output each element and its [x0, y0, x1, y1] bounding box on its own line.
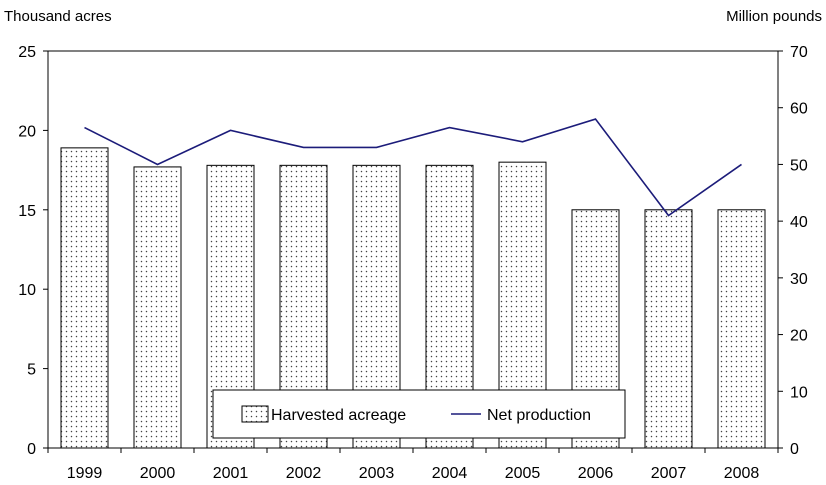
x-axis-tick-label: 2005: [505, 465, 541, 482]
right-axis-tick-label: 20: [790, 328, 808, 345]
right-axis-tick-label: 50: [790, 157, 808, 174]
left-axis-tick-label: 0: [27, 441, 36, 458]
line-net-production: [85, 119, 742, 215]
bar-harvested-acreage: [645, 210, 692, 448]
x-axis-tick-label: 2008: [724, 465, 760, 482]
legend-swatch-harvested-acreage: [242, 406, 268, 422]
right-axis-tick-label: 30: [790, 271, 808, 288]
x-axis-tick-label: 2004: [432, 465, 468, 482]
legend-label-harvested-acreage: Harvested acreage: [271, 407, 406, 424]
right-axis-tick-label: 60: [790, 101, 808, 118]
left-axis-tick-label: 5: [27, 362, 36, 379]
right-axis-tick-label: 70: [790, 44, 808, 61]
x-axis-tick-label: 2000: [140, 465, 176, 482]
x-axis-tick-label: 2001: [213, 465, 249, 482]
x-axis-tick-label: 2006: [578, 465, 614, 482]
bar-harvested-acreage: [61, 148, 108, 448]
left-axis-tick-label: 15: [18, 203, 36, 220]
legend-label-net-production: Net production: [487, 407, 591, 424]
bar-harvested-acreage: [718, 210, 765, 448]
bar-harvested-acreage: [134, 167, 181, 448]
x-axis-tick-label: 2003: [359, 465, 395, 482]
plot-area: 0 5 10 15 20 25 0 10 20 30 40 50 60 70 1999 2000 2001 200…: [18, 44, 808, 482]
left-axis-tick-label: 20: [18, 123, 36, 140]
right-axis-tick-label: 0: [790, 441, 799, 458]
right-axis-tick-label: 10: [790, 384, 808, 401]
right-axis-tick-label: 40: [790, 214, 808, 231]
x-axis-tick-label: 2002: [286, 465, 322, 482]
x-axis-tick-label: 1999: [67, 465, 103, 482]
x-axis-tick-label: 2007: [651, 465, 687, 482]
left-axis-tick-label: 10: [18, 282, 36, 299]
left-axis-tick-label: 25: [18, 44, 36, 61]
